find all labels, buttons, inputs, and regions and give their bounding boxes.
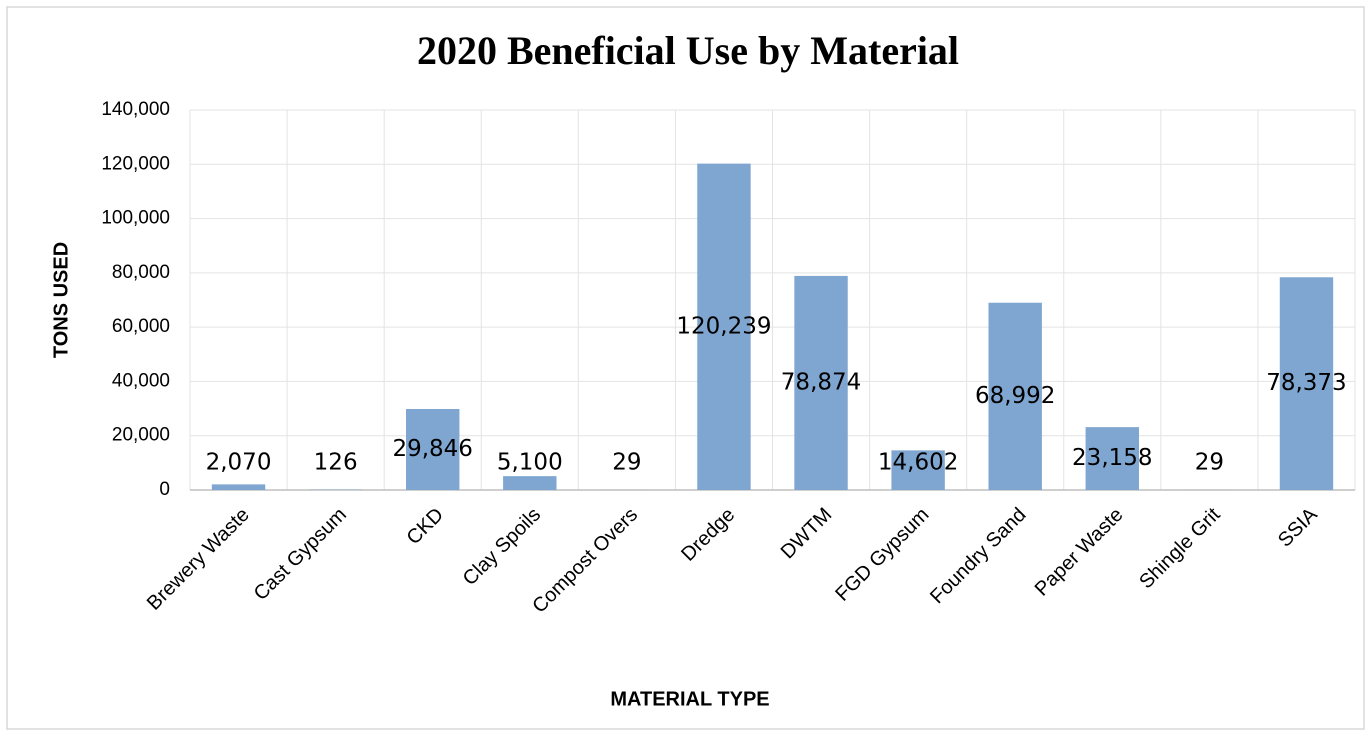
data-label: 2,070 <box>206 450 272 476</box>
bar <box>1279 277 1334 490</box>
data-label: 23,158 <box>1072 445 1152 471</box>
bar <box>891 450 945 490</box>
data-label: 78,373 <box>1266 370 1346 396</box>
y-tick-label: 0 <box>159 479 170 500</box>
bar <box>794 275 848 490</box>
y-tick-label: 60,000 <box>112 316 170 337</box>
bar <box>503 476 557 490</box>
y-tick-label: 20,000 <box>112 425 170 446</box>
y-tick-label: 40,000 <box>112 370 170 391</box>
chart-title: 2020 Beneficial Use by Material <box>417 28 959 73</box>
x-axis-title: MATERIAL TYPE <box>610 688 769 710</box>
y-tick-label: 140,000 <box>101 99 170 120</box>
data-label: 68,992 <box>975 383 1055 409</box>
bar <box>1085 427 1139 490</box>
y-tick-label: 80,000 <box>112 262 170 283</box>
data-label: 29,846 <box>392 436 472 462</box>
bar <box>406 408 460 490</box>
y-tick-label: 120,000 <box>101 153 170 174</box>
bar <box>988 302 1042 490</box>
y-tick-label: 100,000 <box>101 208 170 229</box>
data-label: 5,100 <box>497 450 563 476</box>
data-label: 78,874 <box>781 369 861 395</box>
data-label: 126 <box>314 450 358 476</box>
bar <box>211 484 266 490</box>
chart-frame <box>6 6 1365 730</box>
y-axis-title: TONS USED <box>50 242 72 358</box>
data-label: 29 <box>612 450 641 476</box>
data-label: 29 <box>1195 450 1224 476</box>
bar <box>697 163 751 490</box>
data-label: 14,602 <box>878 450 958 476</box>
data-label: 120,239 <box>676 313 771 339</box>
